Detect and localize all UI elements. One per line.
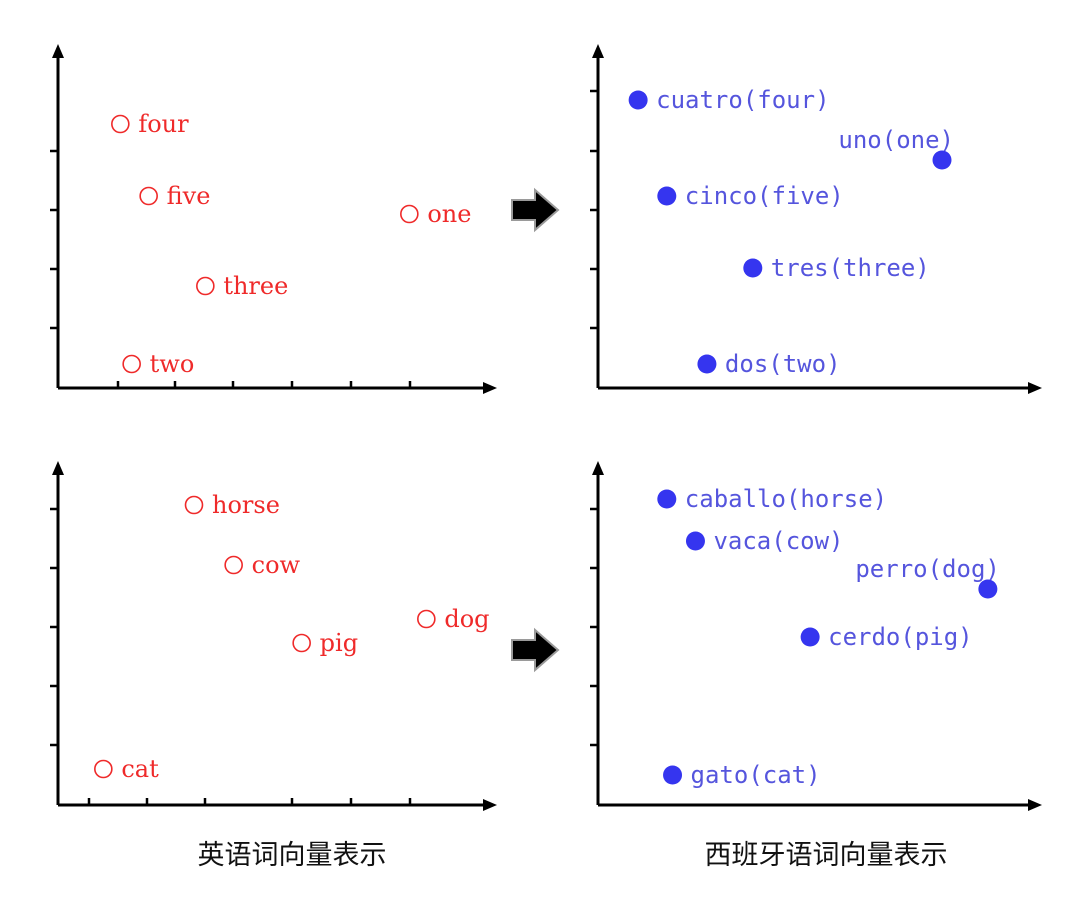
hollow-point-marker — [292, 633, 311, 653]
hollow-point-marker — [417, 609, 436, 629]
word-point: cuatro(four) — [628, 86, 830, 114]
word-point: cinco(five) — [657, 182, 844, 210]
word-point: pig — [292, 629, 358, 657]
hollow-point-marker — [196, 276, 215, 296]
word-label: horse — [212, 491, 280, 519]
word-label: pig — [320, 629, 358, 657]
word-label: five — [167, 182, 211, 210]
word-point: horse — [184, 491, 280, 519]
spanish-animals-plot: caballo(horse) vaca(cow) perro(dog) cerdo(p… — [590, 461, 1042, 811]
hollow-point-marker — [139, 186, 158, 206]
filled-point-marker — [743, 258, 763, 278]
english-animals-plot: horse cow dog pig cat — [50, 461, 497, 811]
word-point: two — [122, 350, 195, 378]
word-label: two — [150, 350, 195, 378]
filled-point-marker — [657, 186, 677, 206]
filled-point-marker — [932, 150, 952, 170]
word-label: cow — [252, 551, 301, 579]
mapping-arrow-bottom — [511, 627, 560, 673]
y-axis-arrowhead — [52, 44, 64, 58]
word-label: dog — [444, 605, 489, 633]
word-label: four — [138, 110, 189, 138]
word-label: three — [223, 272, 288, 300]
word-point: one — [400, 200, 471, 228]
x-axis-arrowhead — [1028, 382, 1042, 394]
word-point: three — [196, 272, 288, 300]
hollow-point-marker — [400, 204, 419, 224]
english-caption: 英语词向量表示 — [198, 840, 387, 871]
word-label: cuatro(four) — [656, 86, 829, 114]
word-point: four — [111, 110, 189, 138]
filled-point-marker — [800, 627, 820, 647]
word-label: dos(two) — [725, 350, 841, 378]
word-label: cat — [121, 755, 159, 783]
word-label: uno(one) — [838, 126, 954, 154]
word-point: perro(dog) — [855, 555, 1000, 599]
filled-point-marker — [628, 90, 648, 110]
filled-point-marker — [663, 765, 683, 785]
word-point: uno(one) — [838, 126, 954, 170]
word-point: cerdo(pig) — [800, 623, 973, 651]
english-numbers-plot: four five one three two — [50, 44, 497, 394]
word-label: vaca(cow) — [713, 527, 843, 555]
x-axis-arrowhead — [1028, 799, 1042, 811]
word-label: caballo(horse) — [685, 485, 887, 513]
y-axis-arrowhead — [592, 44, 604, 58]
word-point: cat — [94, 755, 159, 783]
hollow-point-marker — [224, 555, 243, 575]
word-point: vaca(cow) — [685, 527, 844, 555]
word-label: cerdo(pig) — [828, 623, 973, 651]
x-axis-arrowhead — [483, 799, 497, 811]
y-axis-arrowhead — [52, 461, 64, 475]
word-label: tres(three) — [771, 254, 930, 282]
word-point: tres(three) — [743, 254, 930, 282]
word-label: gato(cat) — [691, 761, 821, 789]
mapping-arrow-top — [511, 187, 560, 233]
hollow-point-marker — [184, 495, 204, 515]
word-point: caballo(horse) — [657, 485, 887, 513]
x-axis-arrowhead — [483, 382, 497, 394]
filled-point-marker — [657, 489, 677, 509]
word-point: gato(cat) — [663, 761, 821, 789]
word-label: perro(dog) — [855, 555, 1000, 583]
spanish-numbers-plot: cuatro(four) uno(one) cinco(five) tres(thre… — [590, 44, 1042, 394]
hollow-point-marker — [94, 759, 113, 779]
word-point: five — [139, 182, 211, 210]
filled-point-marker — [685, 531, 705, 551]
hollow-point-marker — [122, 354, 141, 374]
filled-point-marker — [978, 579, 998, 599]
word-label: cinco(five) — [685, 182, 844, 210]
y-axis-arrowhead — [592, 461, 604, 475]
word-label: one — [427, 200, 471, 228]
hollow-point-marker — [111, 114, 130, 134]
word-point: dos(two) — [697, 350, 841, 378]
word-point: dog — [417, 605, 490, 633]
filled-point-marker — [697, 354, 717, 374]
spanish-caption: 西班牙语词向量表示 — [705, 840, 948, 871]
word-point: cow — [224, 551, 301, 579]
